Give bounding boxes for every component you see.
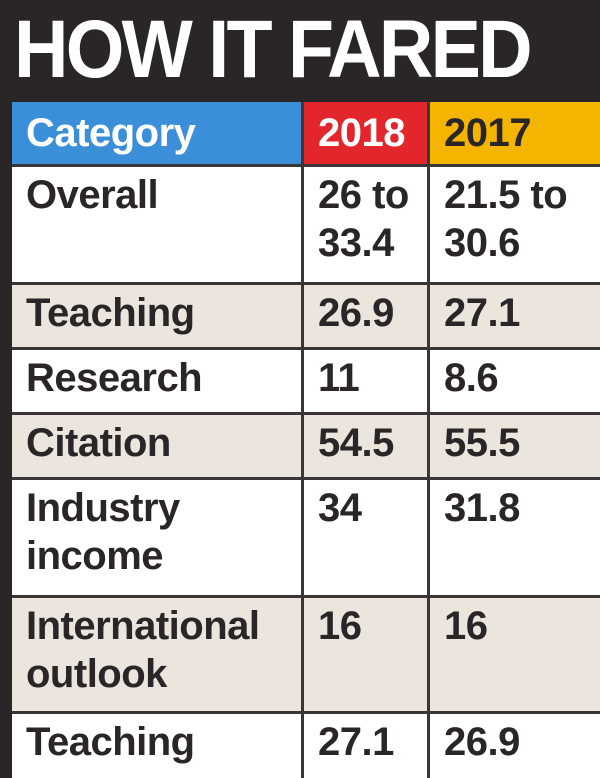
- column-header: Category: [12, 102, 301, 164]
- cell-value: 16: [430, 598, 600, 711]
- cell-value: 54.5: [304, 415, 427, 477]
- cell-value: 31.8: [430, 480, 600, 595]
- cell-value: 34: [304, 480, 427, 595]
- cell-value: 55.5: [430, 415, 600, 477]
- row-label: Citation: [12, 415, 301, 477]
- cell-value: 21.5 to 30.6: [430, 167, 600, 282]
- table: Category 2018 2017 Overall 26 to 33.4 21.5 to…: [12, 102, 600, 778]
- column-header: 2018: [304, 102, 427, 164]
- cell-value: 16: [304, 598, 427, 711]
- row-label: Overall: [12, 167, 301, 282]
- cell-value: 11: [304, 350, 427, 412]
- cell-value: 27.1: [430, 285, 600, 347]
- cell-value: 8.6: [430, 350, 600, 412]
- row-label: Industry income: [12, 480, 301, 595]
- row-label: International outlook: [12, 598, 301, 711]
- cell-value: 26.9: [430, 714, 600, 778]
- row-label: Teaching: [12, 714, 301, 778]
- cell-value: 26 to 33.4: [304, 167, 427, 282]
- cell-value: 26.9: [304, 285, 427, 347]
- row-label: Research: [12, 350, 301, 412]
- title: HOW IT FARED: [14, 4, 533, 95]
- column-header: 2017: [430, 102, 600, 164]
- cell-value: 27.1: [304, 714, 427, 778]
- row-label: Teaching: [12, 285, 301, 347]
